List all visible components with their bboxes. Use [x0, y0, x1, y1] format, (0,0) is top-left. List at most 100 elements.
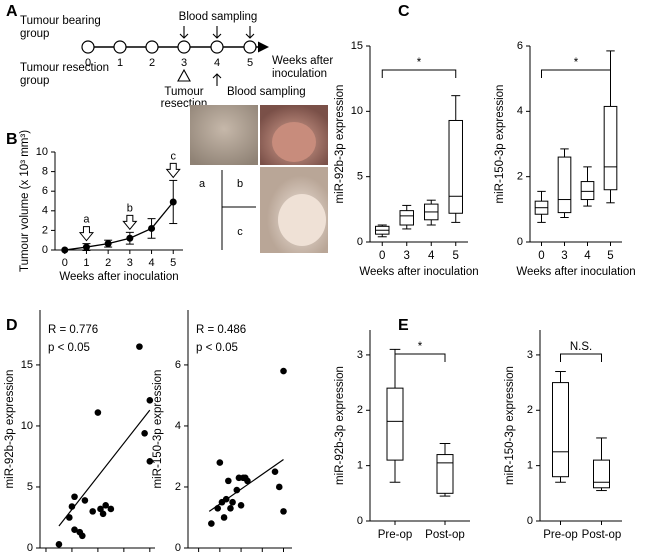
point: [271, 468, 279, 476]
y-axis-label: miR-150-3p expression: [504, 366, 516, 485]
y-tick-label: 2: [517, 171, 523, 183]
x-tick-label: 4: [584, 250, 591, 262]
x-tick-label: 3: [121, 555, 127, 556]
box: [436, 454, 454, 494]
group-label: group: [20, 28, 49, 40]
box: [557, 156, 572, 214]
point: [169, 198, 177, 206]
point: [94, 409, 102, 416]
panel-label: D: [6, 317, 18, 334]
y-tick-label: 0: [517, 236, 523, 248]
y-axis-label: Tumour volume (x 10³ mm³): [19, 130, 31, 272]
y-tick-label: 3: [527, 349, 533, 361]
line: [64, 201, 174, 251]
y-axis-label: miR-92b-3p expression: [334, 85, 346, 204]
x-tick-label: Post-op: [425, 529, 465, 541]
y-tick-label: 3: [357, 349, 363, 361]
y-tick-label: 4: [517, 105, 523, 117]
y-tick-label: 0: [175, 542, 181, 554]
point: [81, 497, 89, 504]
y-tick-label: 5: [27, 481, 33, 493]
point: [79, 532, 86, 540]
x-tick-label: 0: [379, 250, 385, 262]
box: [603, 105, 618, 191]
significance-bracket: [541, 69, 611, 78]
week-label: 2: [149, 57, 155, 69]
y-tick-label: 6: [175, 359, 181, 371]
y-tick-label: 2: [42, 224, 48, 236]
y-tick-label: 0: [27, 542, 33, 554]
x-tick-label: 3: [127, 257, 133, 269]
time-node: [243, 40, 257, 54]
y-tick-label: 5: [357, 171, 363, 183]
arrow-down: [245, 26, 255, 39]
photo-key: c: [237, 226, 243, 238]
y-tick-label: 0: [357, 515, 363, 527]
y-tick-label: 6: [42, 185, 48, 197]
x-tick-label: 3: [404, 250, 410, 262]
y-tick-label: 0: [357, 236, 363, 248]
x-tick-label: 3: [259, 555, 265, 556]
y-tick-label: 4: [175, 420, 181, 432]
box: [580, 181, 595, 201]
y-tick-label: 2: [527, 404, 533, 416]
x-tick-label: 4: [147, 555, 153, 556]
week-label: 3: [181, 57, 187, 69]
point: [89, 508, 96, 515]
significance-bracket: [560, 353, 602, 362]
group-label: group: [20, 75, 49, 87]
photo-key: b: [237, 178, 243, 190]
y-tick-label: 1: [527, 460, 533, 472]
y-tick-label: 15: [21, 359, 33, 371]
y-tick-label: 1: [357, 460, 363, 472]
x-tick-label: 1: [69, 555, 75, 556]
significance-label: *: [574, 57, 579, 69]
point: [229, 498, 236, 506]
y-tick-label: 10: [36, 146, 48, 158]
stat-label: p < 0.05: [196, 342, 238, 354]
x-tick-label: 2: [95, 555, 101, 556]
arrow-down: [179, 26, 189, 39]
point: [148, 224, 156, 232]
annotation-arrow: [165, 162, 181, 179]
point: [146, 458, 154, 465]
x-tick-label: 5: [607, 250, 613, 262]
x-tick-label: 0: [62, 257, 68, 269]
annotation-label: b: [127, 202, 133, 214]
annotation-arrow: [78, 226, 95, 242]
point: [237, 501, 245, 509]
fit-line: [208, 459, 284, 512]
tumour: [278, 194, 326, 246]
box: [593, 459, 610, 489]
point: [208, 520, 215, 527]
fit-line: [58, 409, 151, 527]
week-label: 0: [85, 57, 91, 69]
y-axis-label: miR-92b-3p expression: [334, 366, 346, 485]
resection-marker: [177, 68, 191, 82]
panel-label: C: [398, 3, 410, 20]
y-tick-label: 8: [42, 166, 48, 178]
y-tick-label: 0: [42, 244, 48, 256]
x-tick-label: 4: [428, 250, 435, 262]
time-node: [145, 40, 159, 54]
x-tick-label: 3: [561, 250, 567, 262]
y-tick-label: 10: [21, 420, 33, 432]
photo: [190, 105, 258, 165]
timeline: Tumour bearing group Tumour resection gr…: [20, 11, 333, 110]
point: [280, 508, 287, 515]
axis-label: Weeks after: [272, 55, 333, 67]
y-tick-label: 15: [351, 40, 363, 52]
box: [552, 382, 569, 478]
point: [216, 459, 224, 466]
point: [104, 240, 112, 248]
arrow-up: [212, 73, 222, 86]
x-axis-label: Weeks after inoculation: [516, 266, 635, 278]
point: [107, 505, 115, 513]
week-label: 5: [247, 57, 253, 69]
significance-bracket: [381, 69, 457, 78]
x-tick-label: 2: [238, 555, 244, 556]
annotation-arrow: [122, 214, 138, 231]
event-label: Blood sampling: [227, 86, 306, 98]
x-tick-label: 5: [453, 250, 459, 262]
